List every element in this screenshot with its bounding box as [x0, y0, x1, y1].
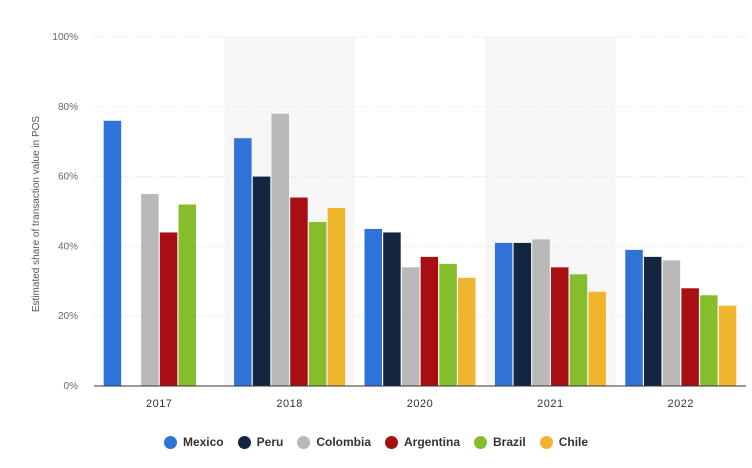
bar	[439, 263, 457, 386]
legend-swatch	[539, 435, 553, 449]
bar	[234, 138, 252, 386]
bar	[644, 256, 662, 386]
legend-item[interactable]: Colombia	[297, 435, 371, 449]
y-tick-label: 0%	[64, 381, 79, 392]
legend-swatch	[237, 435, 251, 449]
x-tick-label: 2018	[276, 398, 302, 410]
legend-label: Mexico	[182, 435, 224, 449]
legend-item[interactable]: Mexico	[163, 435, 224, 449]
legend-label: Peru	[256, 435, 284, 449]
legend-label: Argentina	[404, 435, 461, 449]
y-tick-label: 20%	[58, 311, 78, 322]
bar	[700, 295, 718, 386]
bar	[681, 288, 699, 386]
bar	[159, 232, 178, 386]
legend-item[interactable]: Chile	[539, 435, 589, 449]
x-tick-label: 2021	[537, 398, 563, 410]
legend-swatch	[163, 435, 177, 449]
y-axis-ticks: 0% 20% 40% 60% 80% 100%	[52, 32, 78, 392]
y-tick-label: 60%	[58, 172, 78, 183]
x-tick-label: 2017	[146, 398, 172, 410]
bar	[662, 260, 681, 386]
bar	[551, 267, 569, 386]
bar	[718, 305, 737, 386]
bar	[420, 256, 439, 386]
y-tick-label: 100%	[52, 32, 78, 43]
y-axis-label: Estimated share of transaction value in …	[31, 116, 42, 313]
bar	[383, 232, 401, 386]
bar	[327, 208, 346, 386]
bar	[513, 242, 532, 386]
legend-swatch	[385, 435, 398, 449]
bar	[141, 194, 159, 386]
bar	[308, 221, 327, 386]
legend: Mexico Peru Colombia Argentina Brazil Chile	[0, 435, 752, 449]
bar	[494, 242, 513, 386]
legend-item[interactable]: Peru	[237, 435, 284, 449]
x-tick-label: 2022	[668, 398, 694, 410]
bar	[625, 249, 643, 386]
bar	[569, 274, 588, 386]
bars	[103, 113, 737, 386]
legend-item[interactable]: Brazil	[474, 435, 526, 449]
bar	[290, 197, 308, 386]
bar	[458, 277, 476, 386]
legend-item[interactable]: Argentina	[385, 435, 460, 449]
bar	[271, 113, 289, 386]
bar	[532, 239, 550, 386]
bar	[178, 204, 196, 386]
legend-swatch	[297, 435, 311, 449]
y-tick-label: 80%	[58, 102, 78, 113]
bar	[401, 267, 420, 386]
bar-chart: 0%20%40%60%80%100% 2017 2018 2020 2021 2022 …	[31, 32, 746, 410]
legend-label: Brazil	[493, 435, 526, 449]
x-axis-ticks: 2017 2018 2020 2021 2022	[146, 398, 694, 410]
y-tick-label: 40%	[58, 241, 78, 252]
legend-label: Colombia	[316, 435, 371, 449]
bar	[252, 176, 271, 386]
legend-swatch	[474, 435, 488, 449]
legend-label: Chile	[558, 435, 589, 449]
bar	[588, 291, 606, 386]
x-tick-label: 2020	[407, 398, 433, 410]
bar	[364, 228, 382, 386]
bar	[103, 120, 122, 386]
